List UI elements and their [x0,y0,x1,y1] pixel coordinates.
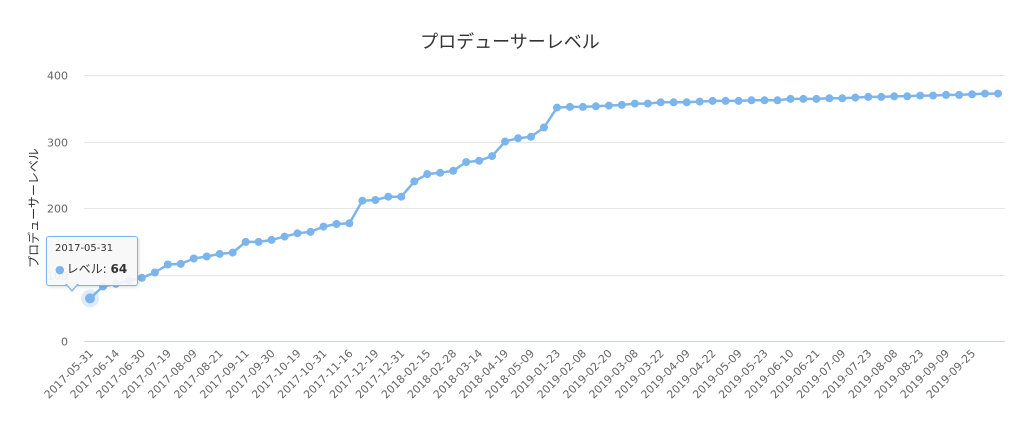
data-point[interactable] [864,92,873,101]
data-point[interactable] [682,98,691,107]
data-point[interactable] [773,96,782,105]
data-point[interactable] [942,90,951,99]
data-point[interactable] [475,156,484,165]
data-point[interactable] [656,98,665,107]
tooltip-value: 64 [110,262,128,276]
data-point[interactable] [397,192,406,201]
y-axis-title: プロデューサーレベル [26,148,41,268]
y-tick-label: 300 [47,137,68,150]
data-point[interactable] [150,268,159,277]
data-point[interactable] [540,123,548,132]
data-point[interactable] [137,273,146,282]
data-point[interactable] [981,89,989,98]
data-point[interactable] [669,98,678,107]
data-point[interactable] [617,100,626,109]
data-point[interactable] [825,94,834,103]
data-point[interactable] [760,96,769,105]
data-point[interactable] [449,166,458,175]
data-point[interactable] [280,232,289,241]
tooltip-arrow-inner [66,283,78,290]
data-point[interactable] [85,293,95,304]
data-point[interactable] [293,229,302,238]
tooltip-series-label: レベル: [66,262,111,276]
series-level [81,89,1002,308]
data-point[interactable] [176,259,185,268]
data-point[interactable] [916,91,925,100]
data-point[interactable] [643,99,652,108]
y-axis-ticks: 0100200300400 [47,70,68,349]
chart-title: プロデューサーレベル [420,32,600,53]
data-point[interactable] [812,94,821,103]
data-point[interactable] [228,248,237,257]
y-tick-label: 400 [47,70,68,83]
data-point[interactable] [708,96,717,105]
data-point[interactable] [358,196,367,205]
data-point[interactable] [267,235,276,244]
tooltip-row: ● レベル: 64 [55,260,127,277]
data-point[interactable] [851,93,860,102]
data-point[interactable] [384,192,393,201]
data-point[interactable] [254,237,263,246]
data-point[interactable] [630,99,639,108]
data-point[interactable] [345,219,354,228]
data-point[interactable] [371,196,380,204]
data-point[interactable] [695,97,704,106]
data-point[interactable] [890,92,899,101]
data-point[interactable] [306,227,315,236]
data-point[interactable] [591,102,600,111]
data-point[interactable] [319,222,328,231]
data-point[interactable] [241,237,250,246]
tooltip: 2017-05-31 ● レベル: 64 [46,236,138,292]
data-point[interactable] [929,91,938,100]
y-tick-label: 200 [47,203,68,216]
tooltip-marker-icon: ● [55,263,65,276]
y-tick-label: 0 [61,336,68,349]
data-point[interactable] [436,168,445,177]
data-point[interactable] [163,260,172,269]
x-axis-ticks: 2017-05-312017-06-142017-06-302017-07-19… [42,347,978,401]
grid-lines [84,75,1005,342]
data-point[interactable] [332,220,341,228]
data-point[interactable] [721,96,730,105]
data-point[interactable] [215,249,224,258]
data-point[interactable] [501,137,510,146]
data-point[interactable] [877,92,886,101]
data-point[interactable] [565,102,574,111]
data-point[interactable] [734,96,743,105]
data-point[interactable] [968,90,977,99]
data-point[interactable] [189,254,198,263]
data-point[interactable] [514,134,523,143]
data-point[interactable] [527,132,535,141]
data-point[interactable] [423,170,432,179]
data-point[interactable] [462,158,471,167]
data-point[interactable] [202,252,211,261]
data-point[interactable] [488,152,497,161]
data-point[interactable] [903,92,912,101]
tooltip-date: 2017-05-31 [55,243,114,254]
data-point[interactable] [994,89,1002,98]
data-point[interactable] [578,102,587,111]
data-point[interactable] [838,94,847,103]
data-point[interactable] [604,101,613,110]
data-point[interactable] [799,94,808,103]
data-point[interactable] [410,177,419,186]
data-point[interactable] [955,90,964,99]
data-point[interactable] [747,96,756,105]
data-point[interactable] [786,94,795,103]
data-point[interactable] [553,103,561,112]
